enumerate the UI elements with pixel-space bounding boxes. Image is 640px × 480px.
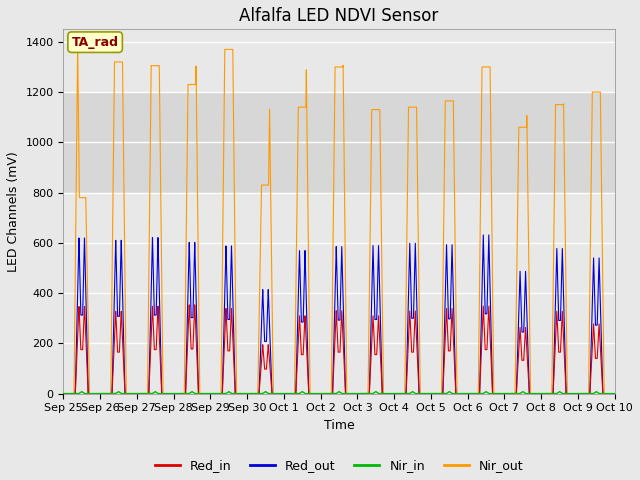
Text: TA_rad: TA_rad <box>72 36 118 48</box>
Legend: Red_in, Red_out, Nir_in, Nir_out: Red_in, Red_out, Nir_in, Nir_out <box>150 455 529 478</box>
Y-axis label: LED Channels (mV): LED Channels (mV) <box>7 151 20 272</box>
X-axis label: Time: Time <box>324 419 355 432</box>
Bar <box>63 92 614 192</box>
Title: Alfalfa LED NDVI Sensor: Alfalfa LED NDVI Sensor <box>239 7 438 25</box>
